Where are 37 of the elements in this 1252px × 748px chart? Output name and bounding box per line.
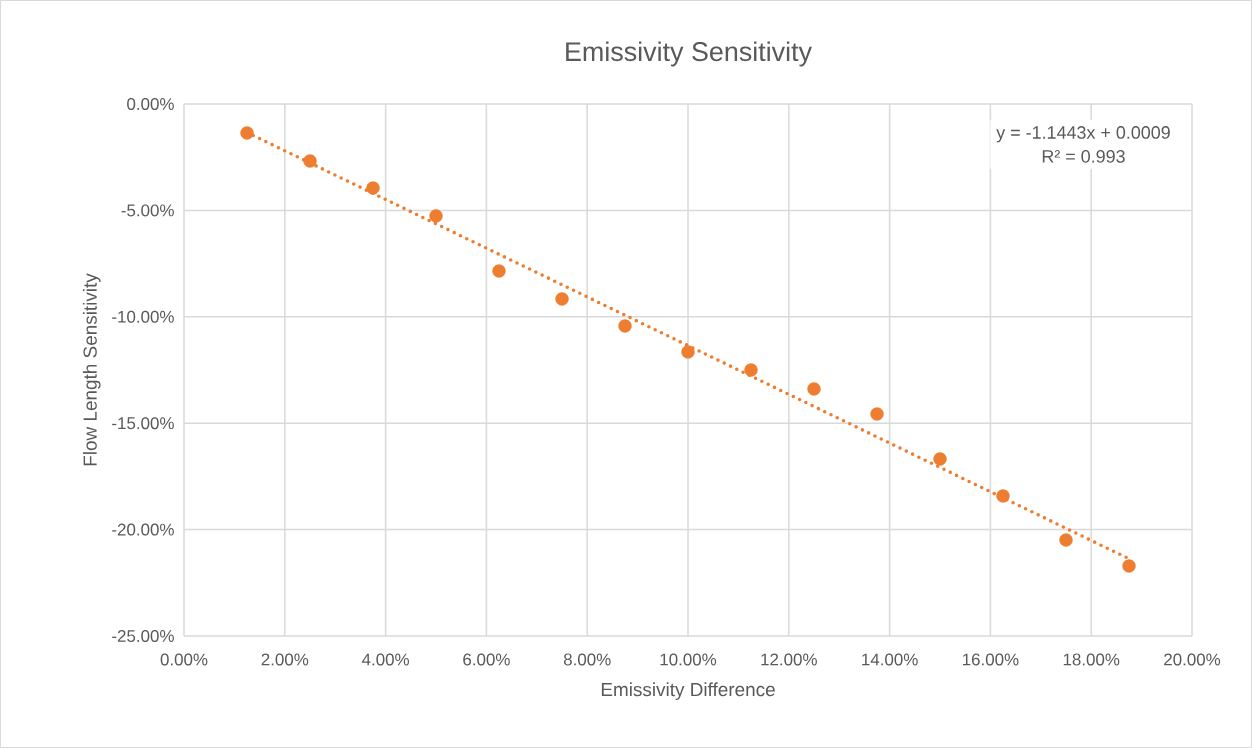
point xyxy=(555,292,569,306)
y-tick-label: -5.00% xyxy=(121,204,174,217)
point xyxy=(870,407,884,421)
point xyxy=(744,363,758,377)
point xyxy=(303,154,317,168)
x-axis-title: Emissivity Difference xyxy=(601,682,775,700)
x-tick-label: 0.00% xyxy=(160,653,208,666)
chart-title: Emissivity Sensitivity xyxy=(566,41,812,67)
point xyxy=(996,489,1010,503)
x-tick-label: 16.00% xyxy=(962,653,1019,666)
annotation: y = -1.1443x + 0.0009 xyxy=(996,126,1170,143)
y-tick-label: 0.00% xyxy=(127,97,174,110)
y-tick-label: -15.00% xyxy=(112,417,174,430)
point xyxy=(240,126,254,140)
x-tick-label: 4.00% xyxy=(361,653,410,666)
y-tick-label: -25.00% xyxy=(112,629,174,642)
y-tick-label: -20.00% xyxy=(112,523,174,536)
x-tick-label: 8.00% xyxy=(563,653,611,666)
x-tick-label: 18.00% xyxy=(1063,653,1120,666)
x-tick-label: 14.00% xyxy=(862,653,918,666)
x-tick-label: 12.00% xyxy=(761,653,817,666)
point xyxy=(807,382,821,396)
point xyxy=(429,209,443,223)
point xyxy=(366,181,380,195)
y-axis-title: Flow Length Sensitivity xyxy=(82,273,101,466)
point xyxy=(492,264,506,278)
y-tick-label: -10.00% xyxy=(112,310,174,323)
x-tick-label: 20.00% xyxy=(1164,653,1221,666)
x-tick-label: 2.00% xyxy=(261,653,309,666)
point xyxy=(618,319,632,333)
point xyxy=(1059,533,1073,547)
point xyxy=(1122,559,1136,573)
point xyxy=(681,345,695,359)
x-tick-label: 10.00% xyxy=(660,653,717,666)
annotation: R² = 0.993 xyxy=(1042,150,1125,163)
x-tick-label: 6.00% xyxy=(463,653,510,666)
point xyxy=(933,452,947,466)
